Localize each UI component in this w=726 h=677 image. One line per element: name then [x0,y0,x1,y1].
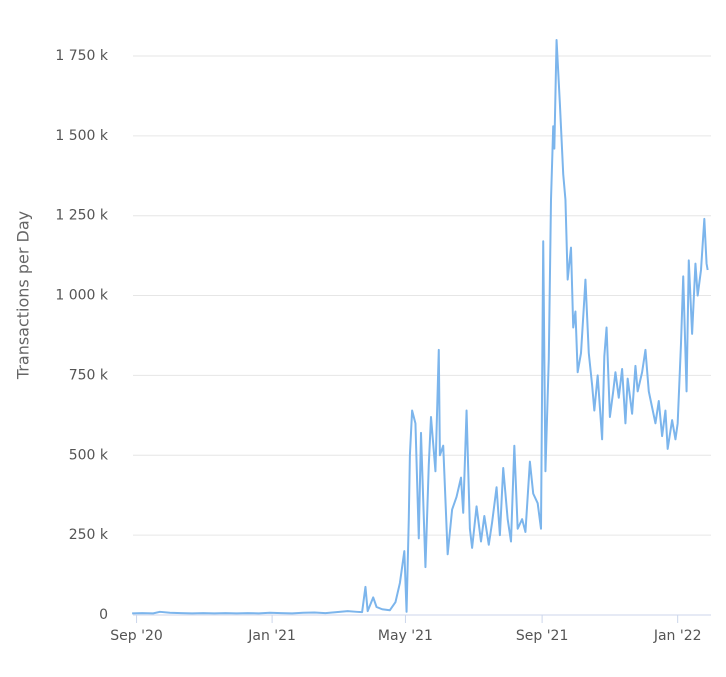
x-tick-label: May '21 [378,628,433,644]
y-tick-label: 1 000 k [55,288,109,304]
y-tick-label: 250 k [69,527,109,543]
y-tick-label: 500 k [69,447,109,463]
y-tick-label: 750 k [69,367,109,383]
y-tick-label: 0 [99,607,108,623]
x-tick-label: Sep '20 [110,628,163,644]
x-tick-label: Jan '21 [247,628,296,644]
data-line [132,39,709,615]
y-tick-label: 1 750 k [55,48,109,64]
y-tick-label: 1 500 k [55,128,109,144]
y-tick-label: 1 250 k [55,208,109,224]
y-axis-label: Transactions per Day [14,211,33,380]
x-tick-label: Jan '22 [653,628,702,644]
x-tick-label: Sep '21 [516,628,569,644]
